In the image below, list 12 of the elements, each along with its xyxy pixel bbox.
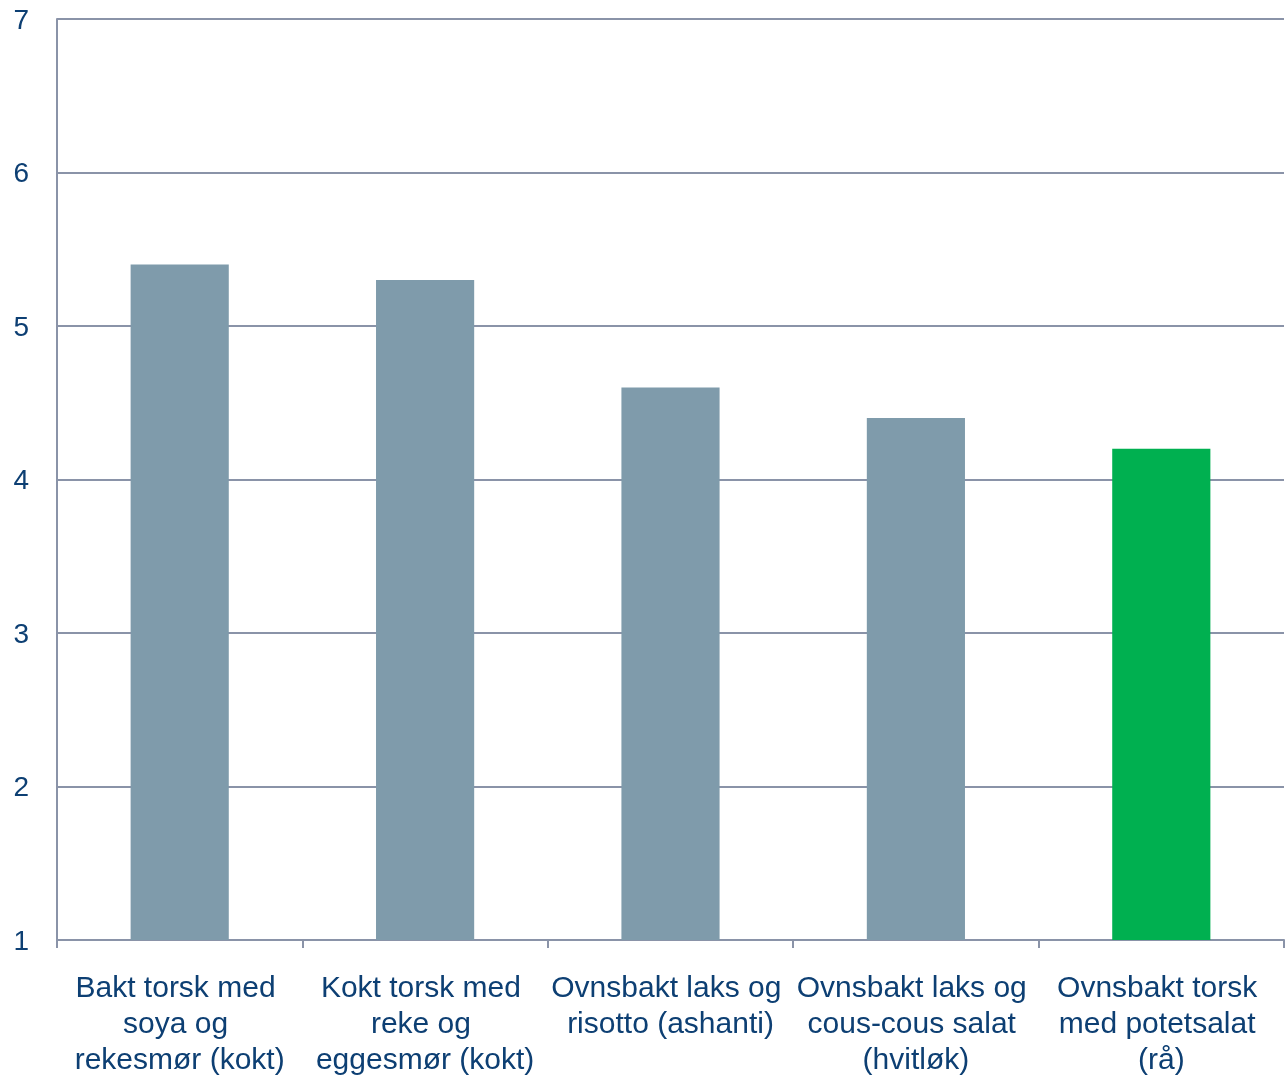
y-tick-label: 3: [13, 617, 29, 649]
y-tick-label: 2: [13, 771, 29, 802]
y-tick-label: 5: [13, 310, 29, 342]
y-tick-label: 4: [13, 464, 29, 495]
y-tick-label: 7: [13, 3, 29, 35]
x-tick-label: Ovnsbakt laks og cous-cous salat (hvitløk): [796, 969, 1036, 1075]
y-tick-label: 1: [13, 924, 29, 956]
x-tick-label: Bakt torsk med soya og rekesmør (kokt): [74, 969, 285, 1075]
x-tick-label: Ovnsbakt laks og risotto (ashanti): [551, 969, 790, 1039]
x-tick-label: Ovnsbakt torsk med potetsalat (rå): [1057, 969, 1266, 1075]
y-tick-label: 6: [13, 157, 29, 188]
x-tick-label: Kokt torsk med reke og eggesmør (kokt): [315, 969, 535, 1075]
